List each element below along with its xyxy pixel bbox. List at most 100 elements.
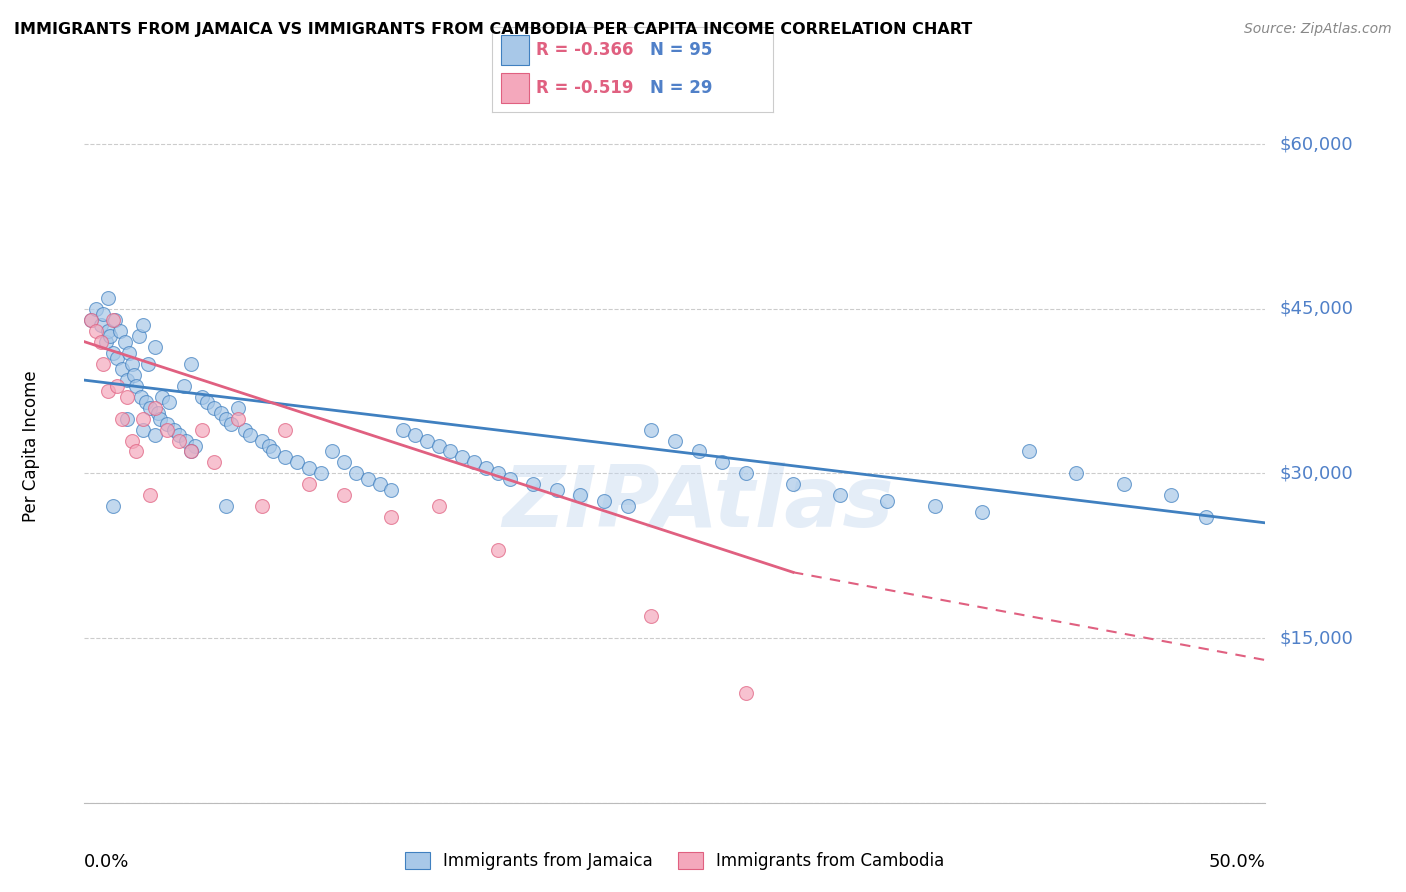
Point [298, 477, 321, 491]
Point [215, 411, 238, 425]
Point [616, 500, 638, 514]
Point [115, 373, 138, 387]
Text: N = 95: N = 95 [650, 41, 711, 59]
Point [309, 467, 332, 481]
Point [226, 401, 249, 415]
Point [91, 357, 114, 371]
Point [121, 434, 143, 448]
Text: N = 29: N = 29 [650, 79, 711, 97]
Point [136, 357, 159, 371]
Point [143, 340, 166, 354]
Point [1018, 444, 1040, 458]
Point [132, 411, 155, 425]
Point [392, 423, 415, 437]
Point [115, 411, 138, 425]
Point [451, 450, 474, 464]
Point [98, 329, 121, 343]
Point [262, 444, 284, 458]
Point [101, 345, 124, 359]
Point [475, 461, 498, 475]
Point [274, 450, 297, 464]
Point [157, 395, 180, 409]
Point [143, 428, 166, 442]
Point [135, 395, 157, 409]
Point [122, 368, 145, 382]
Point [924, 500, 946, 514]
Legend: Immigrants from Jamaica, Immigrants from Cambodia: Immigrants from Jamaica, Immigrants from… [398, 845, 952, 877]
Point [80, 312, 103, 326]
Text: R = -0.366: R = -0.366 [536, 41, 633, 59]
Text: $15,000: $15,000 [1279, 629, 1354, 647]
Point [156, 423, 179, 437]
Point [101, 500, 124, 514]
Point [107, 351, 129, 366]
Point [1160, 488, 1182, 502]
Point [439, 444, 461, 458]
Point [209, 406, 232, 420]
Point [202, 401, 225, 415]
Point [664, 434, 686, 448]
Text: Per Capita Income: Per Capita Income [22, 370, 41, 522]
Point [427, 500, 450, 514]
Point [876, 494, 898, 508]
Point [97, 324, 120, 338]
FancyBboxPatch shape [501, 73, 529, 103]
Point [416, 434, 439, 448]
Point [250, 434, 273, 448]
Point [830, 488, 852, 502]
Point [498, 472, 520, 486]
Point [219, 417, 242, 431]
Point [107, 378, 129, 392]
Point [380, 510, 402, 524]
Point [90, 318, 112, 333]
Point [285, 455, 308, 469]
Point [80, 312, 103, 326]
Point [139, 488, 162, 502]
Point [125, 378, 148, 392]
Point [91, 307, 114, 321]
Point [118, 345, 141, 359]
Point [191, 423, 214, 437]
Point [156, 417, 179, 431]
Point [132, 423, 155, 437]
Text: IMMIGRANTS FROM JAMAICA VS IMMIGRANTS FROM CAMBODIA PER CAPITA INCOME CORRELATIO: IMMIGRANTS FROM JAMAICA VS IMMIGRANTS FR… [14, 22, 973, 37]
Point [233, 423, 256, 437]
Text: R = -0.519: R = -0.519 [536, 79, 633, 97]
Point [640, 609, 662, 624]
Point [202, 455, 225, 469]
Point [688, 444, 710, 458]
Point [180, 444, 202, 458]
Point [215, 500, 238, 514]
Point [139, 401, 162, 415]
Point [101, 312, 124, 326]
Text: Source: ZipAtlas.com: Source: ZipAtlas.com [1244, 22, 1392, 37]
Point [380, 483, 402, 497]
Point [132, 318, 155, 333]
Point [146, 406, 169, 420]
Point [180, 444, 202, 458]
Point [90, 334, 112, 349]
Point [463, 455, 485, 469]
Point [195, 395, 218, 409]
Point [404, 428, 426, 442]
Point [486, 467, 509, 481]
Point [115, 390, 138, 404]
Point [114, 334, 136, 349]
Point [257, 439, 280, 453]
Point [640, 423, 662, 437]
Point [125, 444, 148, 458]
Point [97, 291, 120, 305]
Point [486, 543, 509, 558]
Point [84, 324, 107, 338]
Point [111, 411, 134, 425]
Point [711, 455, 734, 469]
Point [94, 334, 117, 349]
Point [734, 686, 756, 700]
Point [84, 301, 107, 316]
Point [150, 390, 173, 404]
Point [1195, 510, 1218, 524]
Point [1066, 467, 1088, 481]
Point [174, 434, 197, 448]
Point [128, 329, 150, 343]
Point [569, 488, 592, 502]
